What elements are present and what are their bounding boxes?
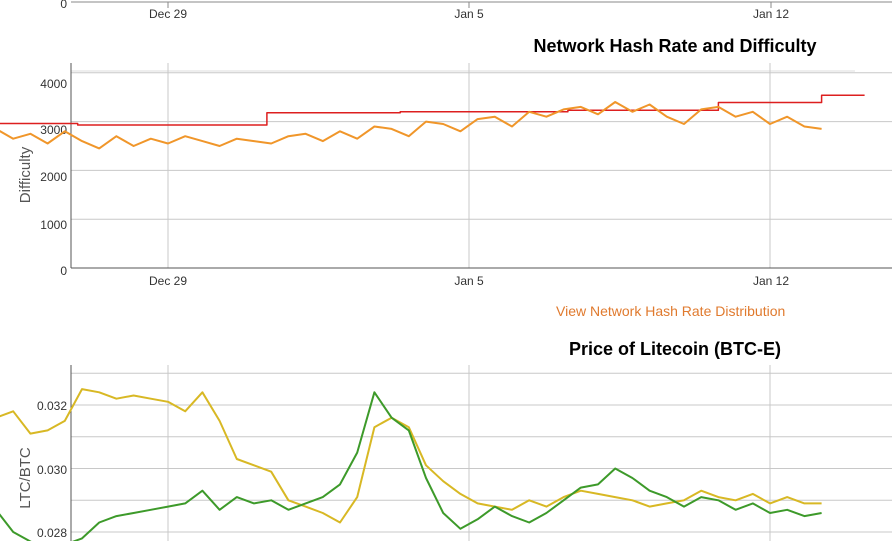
top-zero-label: 0 <box>60 0 67 11</box>
price-y-tick-label: 0.028 <box>37 526 67 540</box>
price-chart-title: Price of Litecoin (BTC-E) <box>569 339 781 359</box>
hash-y-tick-label: 1000 <box>40 218 67 232</box>
price-y-axis-label: LTC/BTC <box>17 447 34 509</box>
price-y-tick-label: 0.032 <box>37 399 67 413</box>
price-grid <box>71 365 892 541</box>
hash-chart-title: Network Hash Rate and Difficulty <box>533 36 816 56</box>
top-x-label: Jan 5 <box>454 7 484 21</box>
top-x-label: Dec 29 <box>149 7 187 21</box>
hash-x-label: Jan 5 <box>454 274 484 288</box>
hash-y-tick-label: 2000 <box>40 170 67 184</box>
price-y-tick-label: 0.030 <box>37 463 67 477</box>
price-line-yellow <box>0 388 822 524</box>
price-series <box>0 388 822 541</box>
hash-rate-chart: Network Hash Rate and Difficulty 0 1000 … <box>0 36 892 288</box>
hash-y-axis-label: Difficulty <box>17 146 34 203</box>
hash-y-tick-label: 4000 <box>40 77 67 91</box>
hash-grid <box>71 63 892 268</box>
hash-x-label: Dec 29 <box>149 274 187 288</box>
hash-x-label: Jan 12 <box>753 274 789 288</box>
top-x-label: Jan 12 <box>753 7 789 21</box>
hash-series <box>0 94 865 150</box>
hash-y-tick-label: 3000 <box>40 123 67 137</box>
hash-rate-line <box>0 101 822 150</box>
hash-y-ticks: 0 1000 2000 3000 4000 <box>40 77 67 278</box>
difficulty-line <box>0 94 865 126</box>
price-chart: Price of Litecoin (BTC-E) 0.028 0.030 0.… <box>0 339 892 541</box>
top-chart-fragment: 0 Dec 29 Jan 5 Jan 12 <box>60 0 892 21</box>
price-line-green <box>0 391 822 541</box>
hash-rate-distribution-link[interactable]: View Network Hash Rate Distribution <box>556 303 786 319</box>
hash-y-tick-label: 0 <box>60 264 67 278</box>
